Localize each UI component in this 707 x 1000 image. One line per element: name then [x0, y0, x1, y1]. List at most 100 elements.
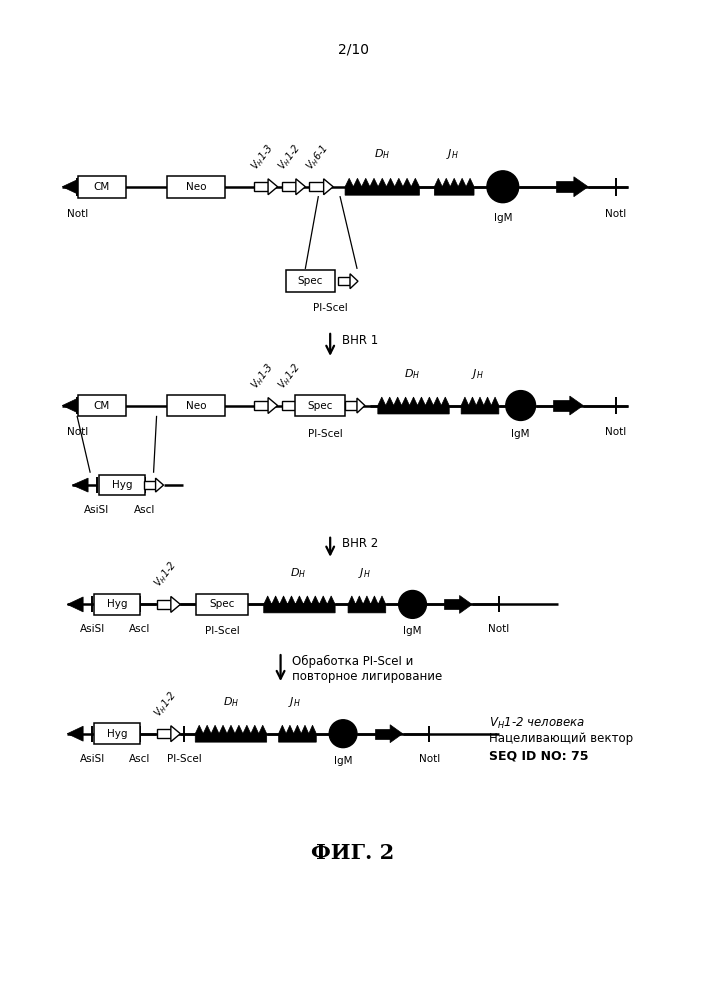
Text: CM: CM — [94, 182, 110, 192]
Bar — [281, 401, 296, 410]
Text: $J_H$: $J_H$ — [358, 566, 370, 580]
Text: SEQ ID NO: 75: SEQ ID NO: 75 — [489, 750, 588, 763]
Text: ФИГ. 2: ФИГ. 2 — [311, 843, 395, 863]
Bar — [156, 729, 171, 738]
Polygon shape — [195, 725, 267, 742]
Polygon shape — [296, 398, 305, 413]
Text: $V_H$1-2: $V_H$1-2 — [274, 141, 303, 173]
Bar — [345, 401, 357, 410]
Text: 2/10: 2/10 — [337, 43, 368, 57]
Text: AsiSI: AsiSI — [84, 505, 110, 515]
Text: AscI: AscI — [129, 624, 151, 634]
Text: AsiSI: AsiSI — [79, 624, 105, 634]
Polygon shape — [357, 398, 365, 413]
Bar — [144, 481, 156, 489]
Text: повторное лигирование: повторное лигирование — [293, 670, 443, 683]
Polygon shape — [171, 596, 180, 612]
Text: $D_H$: $D_H$ — [374, 147, 390, 161]
Bar — [281, 182, 296, 191]
Polygon shape — [461, 397, 499, 414]
Text: Spec: Spec — [209, 599, 235, 609]
Text: PI-SceI: PI-SceI — [312, 303, 348, 313]
Text: $V_H$1-3: $V_H$1-3 — [248, 360, 277, 392]
Text: $D_H$: $D_H$ — [291, 566, 307, 580]
Text: $V_H$1-2 человека: $V_H$1-2 человека — [489, 716, 585, 731]
Bar — [78, 176, 126, 198]
Bar — [94, 594, 140, 615]
Text: IgM: IgM — [334, 756, 352, 766]
Bar — [254, 182, 268, 191]
Bar — [554, 400, 570, 411]
Text: NotI: NotI — [66, 209, 88, 219]
Polygon shape — [171, 726, 180, 742]
Bar — [94, 723, 140, 744]
Text: Neo: Neo — [186, 182, 206, 192]
Polygon shape — [378, 397, 449, 414]
Polygon shape — [279, 725, 316, 742]
Text: $J_H$: $J_H$ — [446, 147, 459, 161]
Polygon shape — [268, 179, 278, 195]
Polygon shape — [574, 177, 588, 197]
Bar — [444, 599, 460, 609]
Polygon shape — [434, 178, 474, 195]
Polygon shape — [345, 178, 419, 195]
Polygon shape — [156, 478, 163, 492]
Text: NotI: NotI — [66, 427, 88, 437]
Text: IgM: IgM — [493, 213, 512, 223]
Text: Neo: Neo — [186, 401, 206, 411]
Bar — [375, 729, 390, 739]
Text: $J_H$: $J_H$ — [471, 367, 484, 381]
Text: BHR 1: BHR 1 — [342, 334, 378, 347]
Bar — [197, 594, 248, 615]
Text: AsiSI: AsiSI — [79, 754, 105, 764]
Text: Spec: Spec — [298, 276, 323, 286]
Bar — [310, 182, 324, 191]
Text: $V_H$1-3: $V_H$1-3 — [248, 141, 277, 173]
Text: $V_H$1-2: $V_H$1-2 — [151, 559, 180, 590]
Text: Spec: Spec — [308, 401, 333, 411]
Bar — [338, 277, 350, 285]
Text: $D_H$: $D_H$ — [223, 695, 239, 709]
Polygon shape — [570, 396, 583, 415]
Polygon shape — [350, 274, 358, 289]
Circle shape — [487, 171, 519, 203]
Bar — [254, 401, 268, 410]
Text: IgM: IgM — [403, 626, 422, 636]
Text: Hyg: Hyg — [107, 599, 127, 609]
Text: $V_H$1-2: $V_H$1-2 — [274, 360, 303, 392]
Text: NotI: NotI — [605, 427, 626, 437]
Bar — [168, 395, 225, 416]
Polygon shape — [62, 398, 78, 413]
Text: AscI: AscI — [129, 754, 151, 764]
Polygon shape — [390, 725, 402, 743]
Circle shape — [329, 720, 357, 748]
Polygon shape — [324, 179, 333, 195]
Text: $D_H$: $D_H$ — [404, 367, 421, 381]
Bar — [168, 176, 225, 198]
Polygon shape — [296, 179, 305, 195]
Polygon shape — [72, 478, 88, 492]
Polygon shape — [264, 596, 335, 613]
Text: NotI: NotI — [605, 209, 626, 219]
Polygon shape — [67, 597, 83, 612]
Polygon shape — [62, 179, 78, 194]
Text: $V_H$6-1: $V_H$6-1 — [303, 142, 332, 173]
Polygon shape — [348, 596, 386, 613]
Circle shape — [506, 391, 536, 420]
Bar — [286, 270, 335, 292]
Text: BHR 2: BHR 2 — [342, 537, 378, 550]
Text: AscI: AscI — [134, 505, 156, 515]
Text: PI-SceI: PI-SceI — [308, 429, 343, 439]
Text: $V_H$1-2: $V_H$1-2 — [151, 688, 180, 720]
Text: IgM: IgM — [511, 429, 530, 439]
Bar — [78, 395, 126, 416]
Text: PI-SceI: PI-SceI — [167, 754, 201, 764]
Text: NotI: NotI — [489, 624, 510, 634]
Text: $J_H$: $J_H$ — [288, 695, 301, 709]
Polygon shape — [67, 726, 83, 741]
Text: Нацеливающий вектор: Нацеливающий вектор — [489, 732, 633, 745]
Polygon shape — [268, 398, 278, 413]
Text: CM: CM — [94, 401, 110, 411]
Text: Hyg: Hyg — [107, 729, 127, 739]
Text: Hyg: Hyg — [112, 480, 132, 490]
